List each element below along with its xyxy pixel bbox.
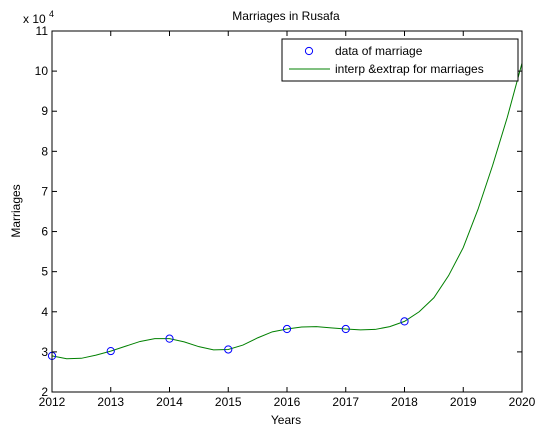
y-tick-label-4: 4 — [41, 305, 48, 319]
data-point-2016 — [282, 324, 292, 334]
data-point-2015 — [224, 345, 233, 354]
data-point-2013 — [106, 346, 115, 356]
legend-label-data: data of marriage — [335, 44, 423, 58]
y-tick-label-2: 2 — [41, 385, 48, 399]
legend: data of marriage interp &extrap for marr… — [281, 38, 519, 82]
y-tick-label-3: 3 — [41, 345, 48, 359]
y-tick-label-6: 6 — [41, 225, 48, 239]
chart-title: Marriages in Rusafa — [232, 9, 340, 23]
x-tick-label-2012: 2012 — [39, 395, 66, 409]
x-tick-label-2020: 2020 — [509, 395, 536, 409]
legend-marker-icon — [304, 46, 314, 56]
x-tick-label-2017: 2017 — [332, 395, 359, 409]
y-tick-label-7: 7 — [41, 184, 48, 198]
data-point-2018 — [400, 317, 409, 326]
y-multiplier-base: x 10 — [23, 12, 46, 26]
interp-extrap-line — [51, 62, 523, 360]
y-tick-label-10: 10 — [35, 64, 49, 78]
y-tick-label-5: 5 — [41, 265, 48, 279]
x-tick-label-2013: 2013 — [97, 395, 124, 409]
x-tick-label-2018: 2018 — [391, 395, 418, 409]
x-axis-label: Years — [271, 413, 301, 427]
data-point-2014 — [165, 334, 174, 343]
y-tick-label-11: 11 — [36, 24, 49, 38]
x-tick-label-2015: 2015 — [215, 395, 242, 409]
legend-label-interp: interp &extrap for marriages — [335, 62, 484, 76]
plot-area — [52, 31, 522, 392]
data-point-2017 — [341, 324, 350, 334]
x-tick-label-2019: 2019 — [450, 395, 477, 409]
legend-box — [281, 38, 519, 82]
y-axis-label: Marriages — [9, 184, 23, 237]
y-multiplier-label: x 10 4 — [23, 9, 54, 26]
x-tick-label-2016: 2016 — [274, 395, 301, 409]
x-tick-label-2014: 2014 — [156, 395, 183, 409]
y-tick-label-8: 8 — [41, 144, 48, 158]
y-multiplier-exponent: 4 — [49, 9, 54, 19]
y-tick-label-9: 9 — [41, 104, 48, 118]
